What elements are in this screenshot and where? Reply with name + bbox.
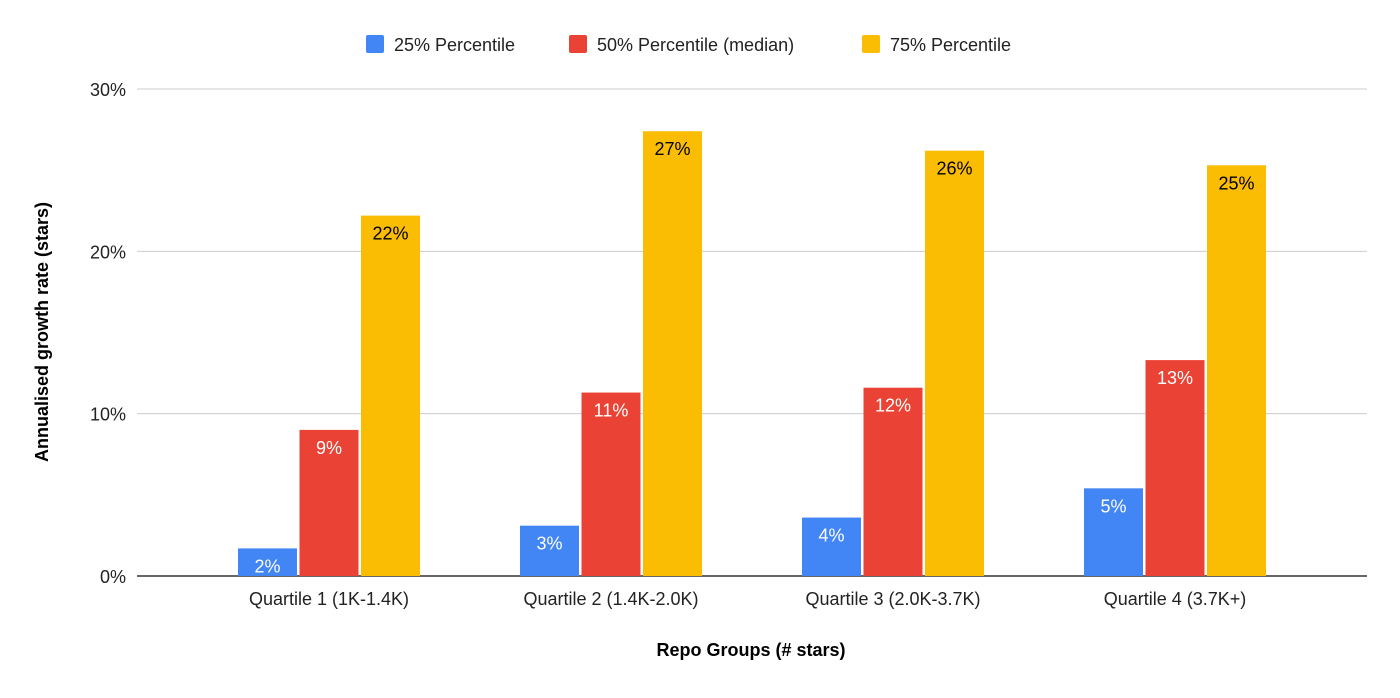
data-label: 3% bbox=[536, 534, 562, 554]
data-label: 2% bbox=[254, 556, 280, 576]
bar bbox=[643, 131, 702, 576]
y-tick-label: 30% bbox=[90, 80, 126, 100]
data-label: 27% bbox=[654, 139, 690, 159]
x-axis-label: Repo Groups (# stars) bbox=[656, 640, 845, 660]
y-tick-label: 20% bbox=[90, 242, 126, 262]
bar bbox=[238, 548, 297, 576]
data-label: 5% bbox=[1100, 496, 1126, 516]
data-label: 22% bbox=[372, 224, 408, 244]
bar bbox=[1207, 165, 1266, 576]
y-tick-label: 10% bbox=[90, 405, 126, 425]
y-tick-label: 0% bbox=[100, 567, 126, 587]
x-tick-label: Quartile 3 (2.0K-3.7K) bbox=[805, 589, 980, 609]
legend-swatch bbox=[366, 35, 384, 53]
x-tick-label: Quartile 4 (3.7K+) bbox=[1104, 589, 1247, 609]
data-label: 26% bbox=[936, 159, 972, 179]
data-label: 9% bbox=[316, 438, 342, 458]
data-label: 11% bbox=[594, 401, 629, 421]
x-tick-label: Quartile 1 (1K-1.4K) bbox=[249, 589, 409, 609]
legend-label: 75% Percentile bbox=[890, 35, 1011, 55]
data-label: 4% bbox=[818, 526, 844, 546]
legend-label: 25% Percentile bbox=[394, 35, 515, 55]
bar bbox=[925, 150, 984, 577]
x-tick-label: Quartile 2 (1.4K-2.0K) bbox=[523, 589, 698, 609]
data-label: 12% bbox=[875, 396, 911, 416]
data-label: 25% bbox=[1218, 173, 1254, 193]
x-ticks: Quartile 1 (1K-1.4K) Quartile 2 (1.4K-2.0… bbox=[249, 589, 1246, 609]
legend: 25% Percentile 50% Percentile (median) 75%… bbox=[366, 35, 1011, 55]
bar bbox=[299, 429, 359, 576]
bar bbox=[863, 387, 923, 576]
bar bbox=[520, 525, 579, 576]
data-label: 13% bbox=[1157, 368, 1193, 388]
legend-swatch bbox=[569, 35, 587, 53]
bar bbox=[802, 517, 861, 576]
bar bbox=[1145, 360, 1205, 576]
bars: 2% 9% 22% 3% 11% 27% 4% 12% 26% 5% 13% 25% bbox=[238, 131, 1266, 576]
legend-swatch bbox=[862, 35, 880, 53]
legend-label: 50% Percentile (median) bbox=[597, 35, 794, 55]
y-axis-label: Annualised growth rate (stars) bbox=[32, 202, 52, 462]
bar bbox=[361, 215, 420, 576]
bar bbox=[581, 392, 641, 576]
bar bbox=[1084, 488, 1143, 576]
